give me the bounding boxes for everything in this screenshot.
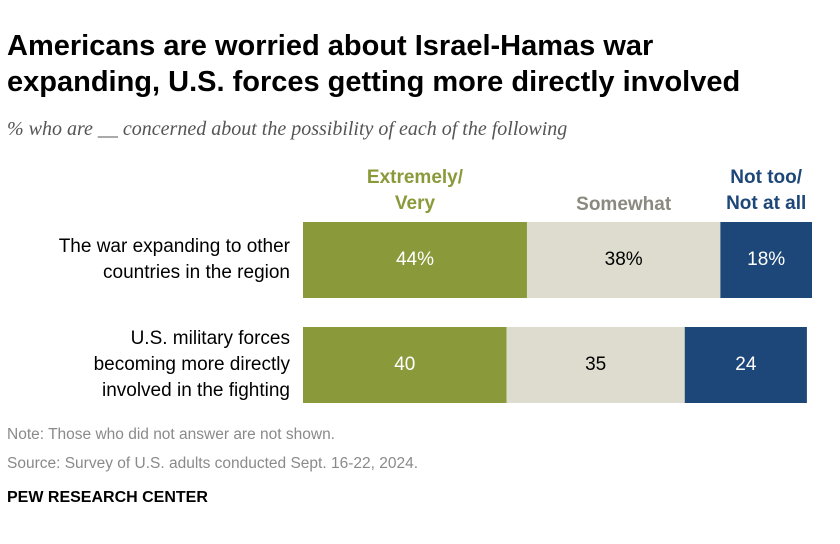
bar-extremely-2 <box>303 327 507 403</box>
brand-name: PEW RESEARCH CENTER <box>7 489 208 506</box>
data-label-somewhat-1: 38% <box>605 249 643 270</box>
data-label-extremely-1: 44% <box>396 249 434 270</box>
bar-not_too-1 <box>720 222 812 298</box>
chart-title-line-2: expanding, U.S. forces getting more dire… <box>7 66 741 98</box>
legend-extremely: Extremely/Very <box>367 167 464 214</box>
bar-somewhat-1 <box>526 222 721 298</box>
category-label-1: The war expanding to other countries in t… <box>59 236 291 283</box>
category-label-2: U.S. military forces becoming more direct… <box>94 328 291 401</box>
legend-not_too: Not too/Not at all <box>726 167 806 214</box>
data-label-somewhat-2: 35 <box>585 354 606 375</box>
chart-title-line-1: Americans are worried about Israel-Hamas… <box>7 30 654 62</box>
chart-note: Note: Those who did not answer are not s… <box>7 426 335 443</box>
data-label-not_too-1: 18% <box>747 249 785 270</box>
chart-source: Source: Survey of U.S. adults conducted … <box>7 455 418 472</box>
chart-title: Americans are worried about Israel-Hamas… <box>7 28 827 100</box>
chart-subtitle: % who are __ concerned about the possibi… <box>7 118 568 140</box>
bar-not_too-2 <box>684 327 807 403</box>
bar-somewhat-2 <box>506 327 685 403</box>
legend-somewhat: Somewhat <box>576 194 672 215</box>
data-label-extremely-2: 40 <box>394 354 415 375</box>
bar-extremely-1 <box>303 222 527 298</box>
data-label-not_too-2: 24 <box>735 354 757 375</box>
